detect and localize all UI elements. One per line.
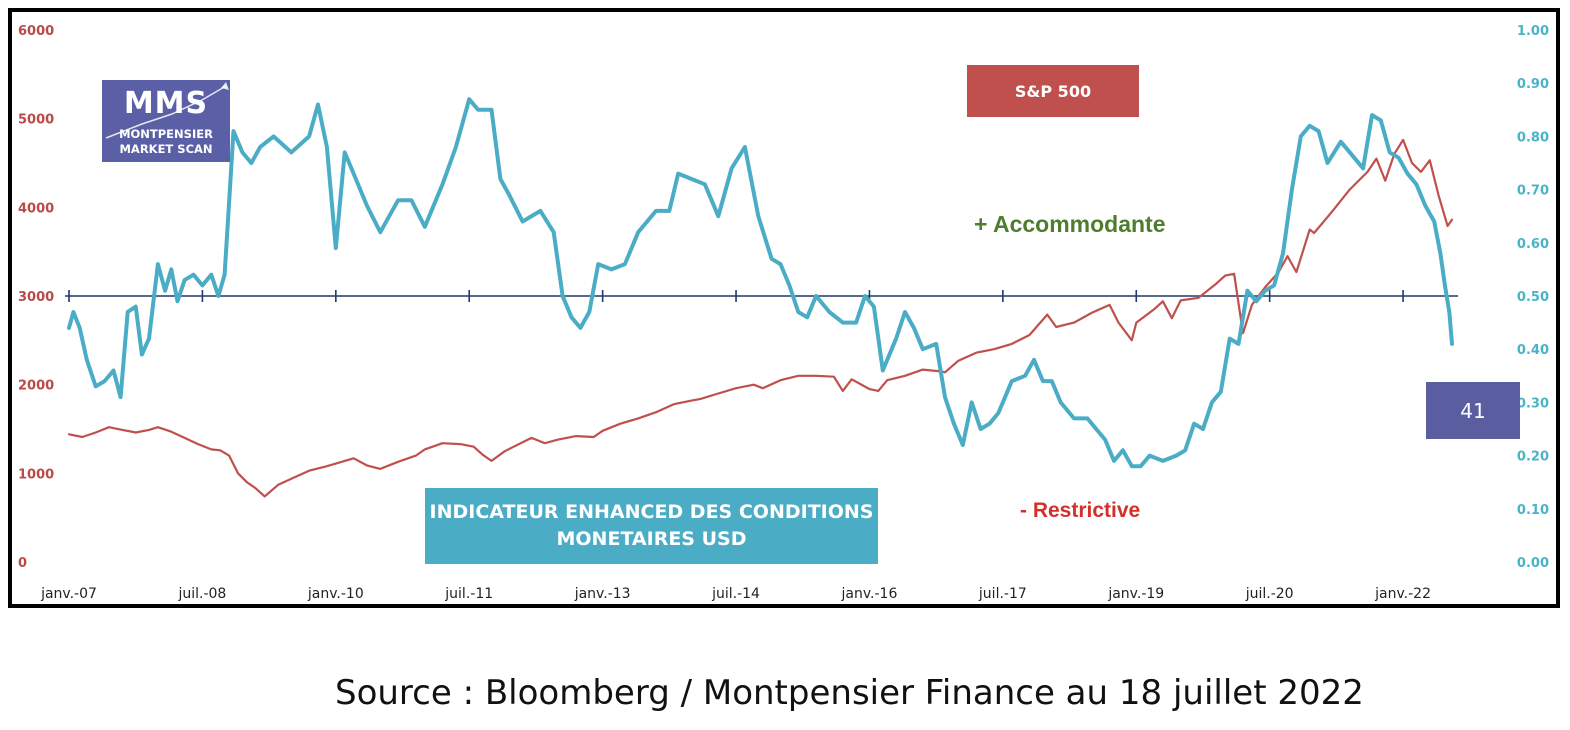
left-axis-tick-0: 0 [18,556,27,571]
logo-sub-text-1: MONTPENSIER [119,127,213,141]
indicator-legend-box: INDICATEUR ENHANCED DES CONDITIONS MONET… [425,488,878,564]
logo-main-text: MMS [123,86,209,121]
right-axis-tick-8: 0.80 [1517,130,1549,145]
x-axis-tick-0: janv.-07 [40,586,97,602]
left-axis-tick-5: 5000 [18,113,54,128]
x-axis-tick-5: juil.-14 [711,586,760,602]
x-axis-tick-2: janv.-10 [307,586,364,602]
right-axis-tick-6: 0.60 [1517,237,1549,252]
restrictive-annotation: - Restrictive [1020,499,1141,522]
right-axis-tick-4: 0.40 [1517,343,1549,358]
left-axis-tick-4: 4000 [18,201,54,216]
mms-logo: MMS MONTPENSIER MARKET SCAN [102,80,230,162]
right-axis-tick-0: 0.00 [1517,556,1549,571]
x-axis-tick-9: juil.-20 [1245,586,1294,602]
right-axis-tick-9: 0.90 [1517,77,1549,92]
right-axis-tick-1: 0.10 [1517,503,1549,518]
sp500-legend-box: S&P 500 [967,65,1139,117]
logo-sub-text-2: MARKET SCAN [119,142,213,156]
right-axis-tick-10: 1.00 [1517,24,1549,39]
x-axis-tick-6: janv.-16 [841,586,898,602]
left-axis-tick-3: 3000 [18,290,54,305]
left-axis-tick-1: 1000 [18,467,54,482]
chart-frame: 0 1000 2000 3000 4000 5000 6000 0.00 0.10 0.20 0.3… [8,8,1560,608]
left-axis-tick-6: 6000 [18,24,54,39]
x-axis-tick-8: janv.-19 [1107,586,1164,602]
right-axis-tick-7: 0.70 [1517,184,1549,199]
x-axis-tick-3: juil.-11 [444,586,493,602]
right-axis-tick-2: 0.20 [1517,450,1549,465]
indicator-legend-line-2: MONETAIRES USD [556,528,747,550]
right-axis-tick-5: 0.50 [1517,290,1549,305]
indicator-series-line [67,97,1454,469]
current-value-badge: 41 [1426,382,1520,439]
x-axis-tick-10: janv.-22 [1374,586,1431,602]
x-axis-tick-4: janv.-13 [574,586,631,602]
x-axis-tick-7: juil.-17 [978,586,1027,602]
right-axis-tick-3: 0.30 [1517,396,1549,411]
x-axis-tick-1: juil.-08 [177,586,226,602]
chart-svg: 0 1000 2000 3000 4000 5000 6000 0.00 0.10 0.20 0.3… [18,24,1549,602]
sp500-series-line [67,138,1454,498]
accommodante-annotation: + Accommodante [974,211,1166,237]
indicator-legend-line-1: INDICATEUR ENHANCED DES CONDITIONS [429,501,874,523]
source-caption: Source : Bloomberg / Montpensier Finance… [335,673,1364,713]
trend-arrow-icon [105,82,229,139]
left-axis-tick-2: 2000 [18,379,54,394]
